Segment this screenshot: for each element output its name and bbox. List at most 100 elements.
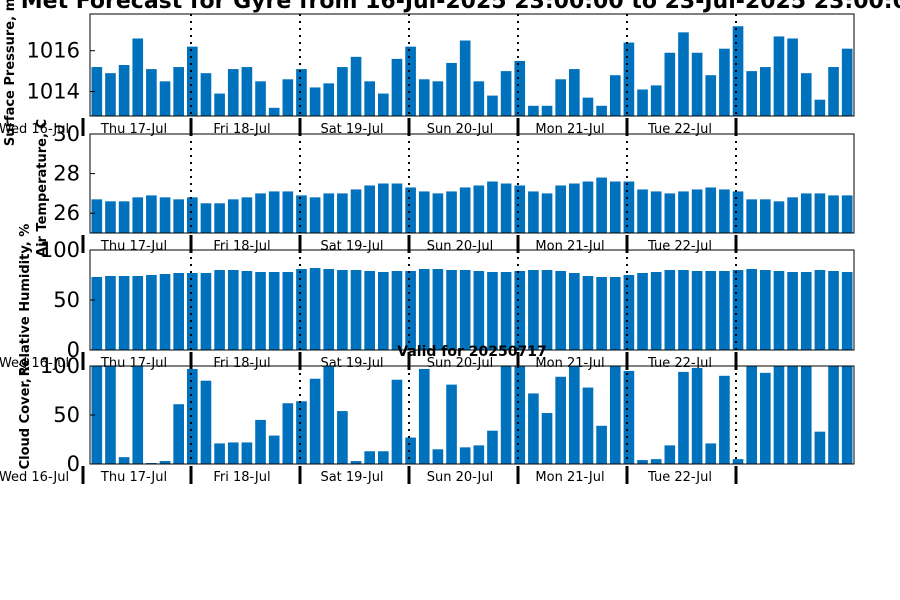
- data-bar: [760, 199, 771, 233]
- data-bar: [705, 443, 717, 464]
- chart-title: Met Forecast for Gyre from 16-Jul-2025 2…: [21, 0, 900, 14]
- data-bar: [296, 401, 307, 464]
- data-bar: [309, 378, 321, 464]
- data-bar: [323, 83, 335, 116]
- data-bar: [623, 370, 635, 464]
- data-bar: [705, 75, 717, 116]
- data-bar: [787, 38, 798, 117]
- data-bar: [678, 270, 689, 350]
- data-bar: [691, 271, 703, 350]
- data-bar: [418, 368, 430, 464]
- data-bar: [473, 81, 485, 116]
- data-bar: [555, 376, 566, 464]
- x-tick-label: Fri 18-Jul: [213, 239, 270, 254]
- data-bar: [391, 58, 403, 116]
- x-tick-label: Sat 19-Jul: [320, 239, 383, 254]
- data-bar: [459, 40, 471, 116]
- data-bar: [350, 270, 362, 350]
- data-bar: [350, 461, 362, 464]
- data-bar: [487, 95, 498, 116]
- data-bar: [637, 460, 648, 464]
- y-axis-label: Surface Pressure, m: [3, 0, 18, 146]
- data-bar: [814, 99, 826, 116]
- data-bar: [255, 272, 266, 350]
- data-bar: [760, 372, 771, 464]
- data-bar: [446, 384, 457, 464]
- data-bar: [459, 270, 471, 350]
- panel-2: 26 28 30 Thu 17-Jul Fri 18-Jul Sat 19-Jul Sun …: [35, 119, 855, 257]
- x-tick-label: Sat 19-Jul: [320, 122, 383, 137]
- y-axis-label: Relative Humidity, %: [18, 224, 33, 377]
- y-tick-label: 1014: [27, 80, 80, 104]
- data-bar: [282, 191, 294, 233]
- data-bar: [814, 270, 826, 350]
- data-bar: [500, 71, 512, 116]
- data-bar: [732, 26, 744, 117]
- data-bar: [691, 367, 703, 464]
- data-bar: [214, 443, 225, 464]
- data-bar: [446, 62, 457, 116]
- data-bar: [173, 404, 184, 464]
- x-tick-label: Mon 21-Jul: [535, 470, 604, 485]
- y-tick-label: 50: [53, 288, 80, 312]
- x-tick-label: Fri 18-Jul: [213, 356, 270, 371]
- data-bar: [609, 277, 621, 350]
- data-bar: [828, 195, 839, 233]
- data-bar: [569, 183, 580, 233]
- data-bar: [637, 89, 648, 116]
- data-bar: [582, 387, 594, 464]
- data-bar: [487, 181, 498, 233]
- data-bar: [159, 461, 171, 464]
- data-bar: [773, 36, 785, 116]
- data-bar: [378, 451, 389, 464]
- axes-box: [89, 13, 855, 117]
- data-bar: [841, 195, 853, 233]
- data-bar: [378, 183, 389, 233]
- data-bar: [664, 445, 676, 464]
- data-bar: [105, 73, 116, 116]
- data-bar: [337, 270, 348, 350]
- data-bar: [623, 42, 635, 117]
- data-bar: [596, 177, 607, 233]
- data-bar: [241, 442, 253, 464]
- x-tick-label: Thu 17-Jul: [100, 470, 167, 485]
- data-bar: [514, 185, 526, 233]
- data-bar: [582, 97, 594, 116]
- data-bar: [159, 81, 171, 116]
- data-bar: [746, 71, 757, 116]
- x-tick-label: Wed 16-Jul: [0, 470, 69, 485]
- data-bar: [609, 366, 621, 464]
- x-tick-label: Mon 21-Jul: [535, 239, 604, 254]
- y-tick-label: 50: [53, 403, 80, 427]
- data-bar: [91, 277, 103, 350]
- data-bar: [255, 81, 266, 116]
- y-tick-label: 30: [53, 122, 80, 146]
- data-bar: [173, 67, 184, 116]
- data-bar: [187, 368, 198, 464]
- data-bar: [569, 366, 580, 464]
- data-bar: [309, 87, 321, 116]
- data-bar: [841, 272, 853, 350]
- panel-1: 1014 1016 Wed 16-Jul Thu 17-Jul Fri 18-Jul Sa…: [0, 0, 900, 146]
- data-bar: [787, 366, 798, 464]
- data-bar: [841, 366, 853, 464]
- data-bar: [487, 430, 498, 464]
- data-bar: [664, 193, 676, 233]
- data-bar: [800, 272, 812, 350]
- data-bar: [678, 191, 689, 233]
- data-bar: [91, 199, 103, 233]
- data-bar: [309, 197, 321, 233]
- data-bar: [132, 38, 144, 117]
- data-bar: [268, 435, 280, 464]
- data-bar: [637, 189, 648, 233]
- data-bar: [528, 105, 539, 116]
- data-bar: [241, 197, 253, 233]
- x-tick-label: Sun 20-Jul: [427, 239, 494, 254]
- data-bar: [323, 269, 335, 350]
- data-bar: [432, 193, 444, 233]
- data-bar: [309, 268, 321, 350]
- data-bar: [814, 431, 826, 464]
- x-tick-label: Sun 20-Jul: [427, 122, 494, 137]
- data-bar: [773, 201, 785, 233]
- data-bar: [500, 366, 512, 464]
